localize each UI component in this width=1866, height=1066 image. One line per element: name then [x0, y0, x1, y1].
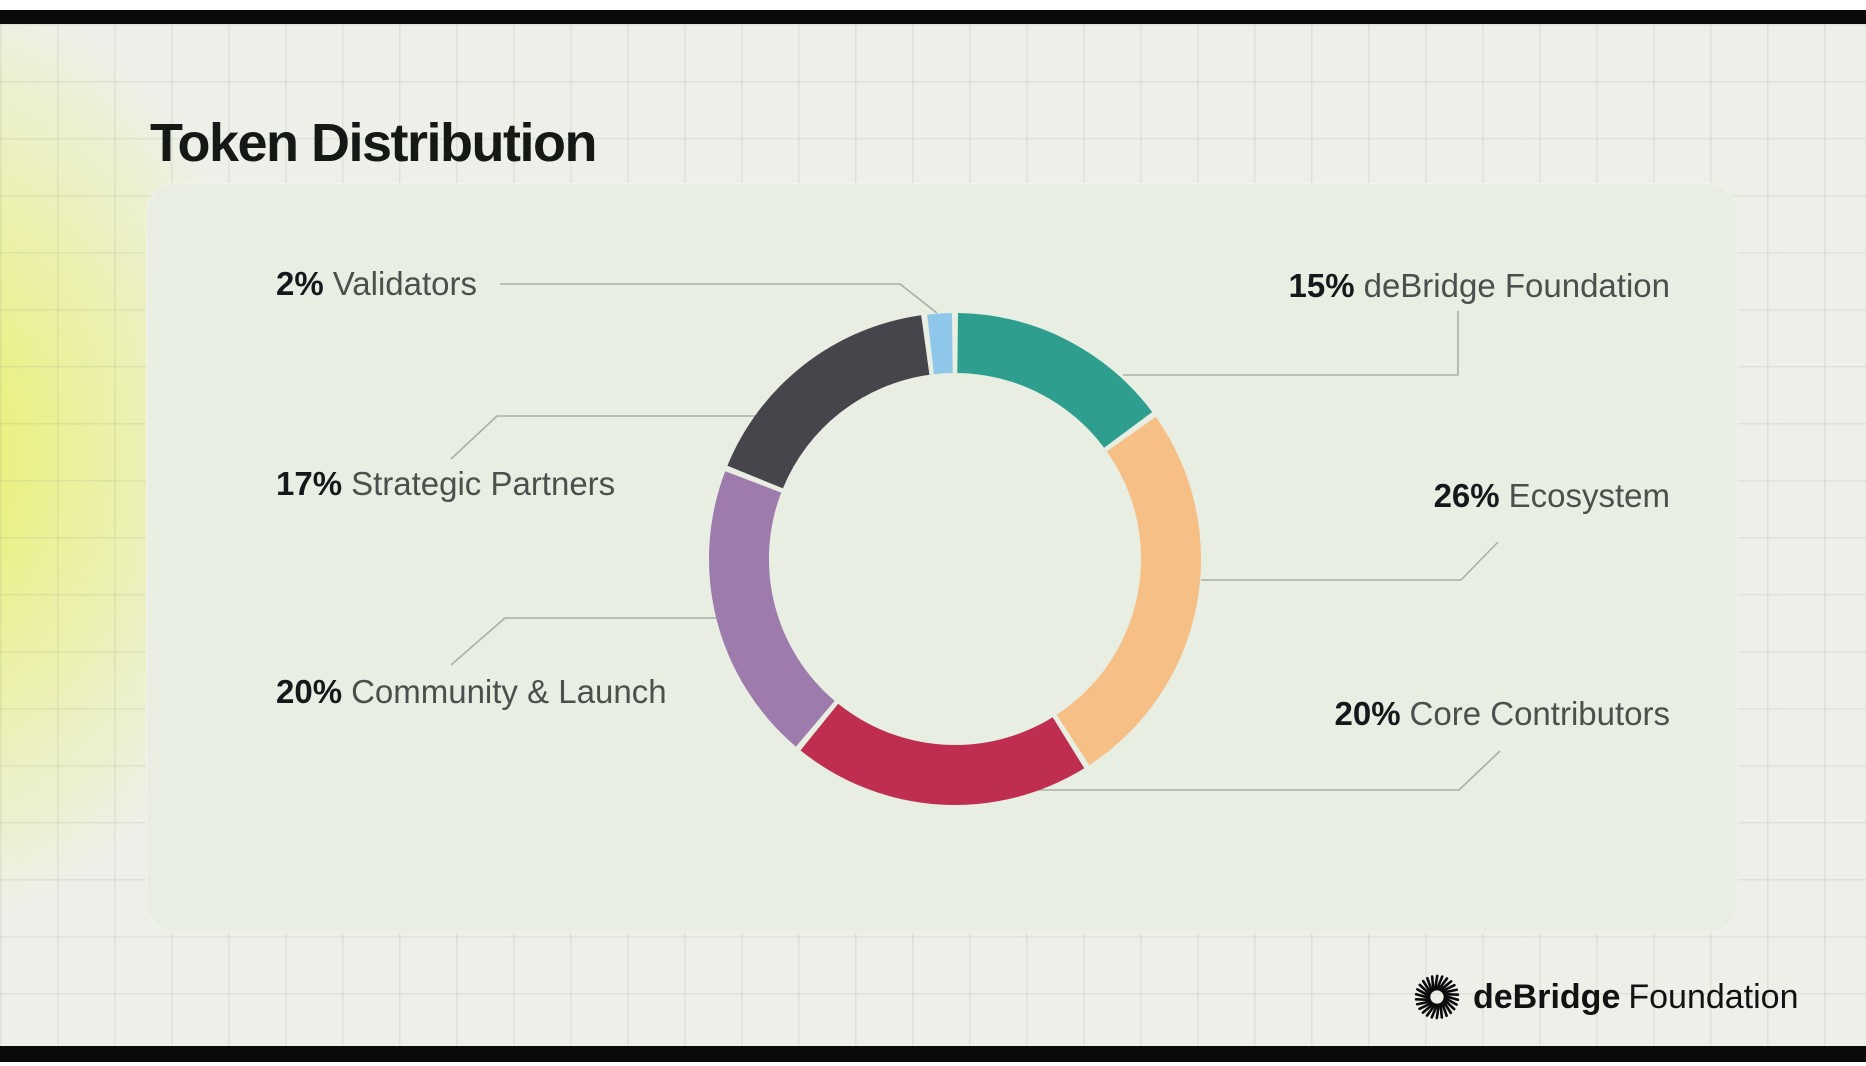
debridge-logo-icon [1414, 974, 1460, 1020]
label-strategic-partners: 17% Strategic Partners [276, 466, 615, 502]
label-validators-name: Validators [332, 265, 477, 302]
brand-name-bold: deBridge [1473, 977, 1621, 1016]
label-ecosystem: 26% Ecosystem [1434, 478, 1670, 514]
label-debridge-foundation-name: deBridge Foundation [1363, 267, 1670, 304]
label-validators-pct: 2% [276, 265, 324, 302]
label-validators: 2% Validators [276, 266, 477, 302]
top-edge-bar [0, 10, 1866, 24]
brand-name: deBridge Foundation [1473, 978, 1799, 1017]
label-community-launch: 20% Community & Launch [276, 674, 667, 710]
brand-lockup: deBridge Foundation [1414, 971, 1799, 1023]
label-strategic-partners-name: Strategic Partners [351, 465, 616, 502]
brand-name-rest: Foundation [1628, 977, 1799, 1016]
label-strategic-partners-pct: 17% [276, 465, 343, 502]
label-ecosystem-name: Ecosystem [1508, 477, 1670, 514]
page-title: Token Distribution [150, 113, 597, 174]
label-core-contributors: 20% Core Contributors [1334, 696, 1670, 732]
bottom-edge-bar [0, 1046, 1866, 1062]
label-community-launch-pct: 20% [276, 673, 343, 710]
label-community-launch-name: Community & Launch [351, 673, 667, 710]
label-core-contributors-pct: 20% [1334, 695, 1401, 732]
label-ecosystem-pct: 26% [1433, 477, 1500, 514]
label-core-contributors-name: Core Contributors [1409, 695, 1670, 732]
label-debridge-foundation-pct: 15% [1288, 267, 1355, 304]
label-debridge-foundation: 15% deBridge Foundation [1289, 268, 1670, 304]
